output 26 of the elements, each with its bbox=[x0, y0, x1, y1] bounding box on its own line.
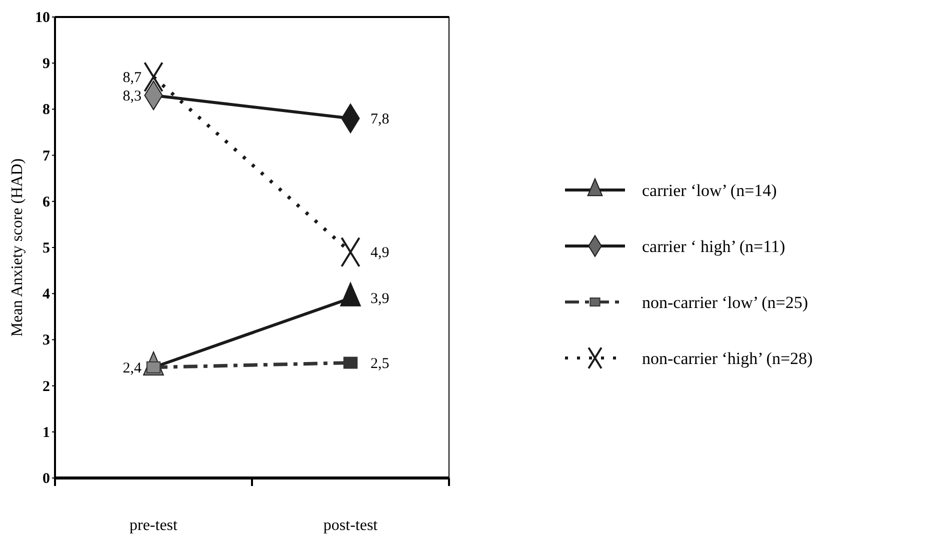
x-tick-label: pre-test bbox=[130, 517, 178, 534]
data-label: 4,9 bbox=[370, 245, 390, 262]
data-label: 7,8 bbox=[370, 111, 390, 128]
y-tick-label: 9 bbox=[42, 56, 50, 72]
data-label: 3,9 bbox=[370, 291, 390, 308]
legend-label: non-carrier ‘high’ (n=28) bbox=[642, 349, 813, 368]
y-tick-label: 2 bbox=[42, 378, 50, 395]
y-tick-label: 8 bbox=[42, 102, 50, 118]
data-label: 2,5 bbox=[370, 356, 390, 372]
y-tick-label: 3 bbox=[42, 332, 50, 349]
y-tick-label: 10 bbox=[35, 10, 50, 26]
y-tick-label: 1 bbox=[42, 424, 50, 441]
legend-label: carrier ‘low’ (n=14) bbox=[642, 181, 777, 200]
data-label: 8,7 bbox=[122, 70, 142, 86]
y-tick-label: 4 bbox=[42, 286, 50, 303]
point bbox=[343, 356, 358, 369]
y-tick-label: 6 bbox=[42, 194, 50, 210]
legend-label: non-carrier ‘low’ (n=25) bbox=[642, 293, 808, 312]
y-axis-title: Mean Anxiety score (HAD) bbox=[9, 158, 26, 337]
x-tick-label: post-test bbox=[323, 517, 378, 534]
y-tick-label: 5 bbox=[42, 240, 50, 256]
data-label: 2,4 bbox=[122, 360, 142, 376]
legend-label: carrier ‘ high’ (n=11) bbox=[642, 237, 786, 256]
data-label: 8,3 bbox=[122, 88, 142, 104]
y-tick-label: 7 bbox=[42, 148, 50, 164]
y-tick-label: 0 bbox=[42, 471, 50, 487]
